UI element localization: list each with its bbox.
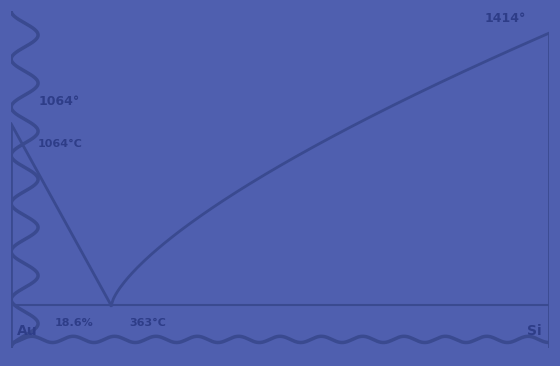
Text: 1064°: 1064° bbox=[38, 96, 80, 108]
Text: Au: Au bbox=[17, 324, 37, 338]
Text: 18.6%: 18.6% bbox=[54, 318, 93, 328]
Text: 1414°: 1414° bbox=[484, 12, 526, 26]
Text: Si: Si bbox=[528, 324, 542, 338]
Text: 363°C: 363°C bbox=[129, 318, 166, 328]
Text: 1064°C: 1064°C bbox=[38, 139, 83, 149]
